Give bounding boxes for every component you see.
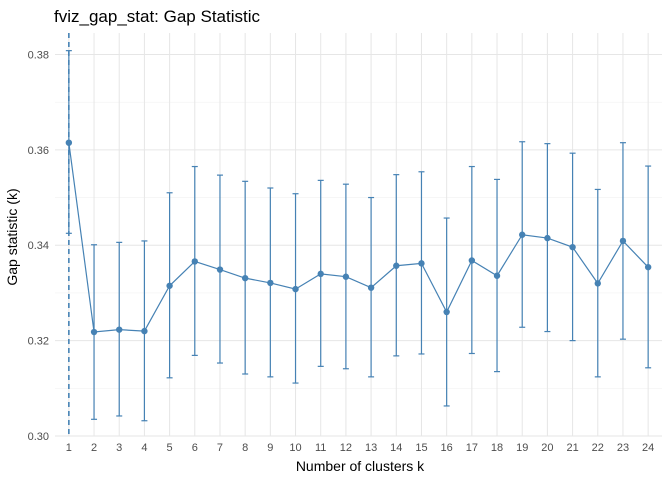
x-tick-label: 18 (491, 442, 503, 454)
data-point (342, 273, 350, 280)
x-tick-label: 22 (592, 442, 604, 454)
data-point (367, 284, 375, 291)
data-points (65, 139, 652, 336)
data-point (468, 257, 476, 264)
data-point (191, 258, 198, 265)
data-point (216, 266, 224, 273)
x-tick-label: 5 (167, 442, 173, 454)
series-line (68, 142, 649, 333)
x-tick-label: 12 (340, 442, 352, 454)
x-tick-label: 15 (415, 442, 427, 454)
data-point (65, 139, 73, 146)
data-point (90, 328, 98, 336)
x-tick-label: 14 (390, 442, 402, 454)
x-tick-label: 16 (441, 442, 453, 454)
x-tick-label: 19 (516, 442, 528, 454)
y-tick-label: 0.32 (28, 336, 49, 348)
data-point (644, 263, 652, 271)
data-point (594, 280, 601, 287)
y-axis-title: Gap statistic (k) (4, 188, 20, 285)
chart-title: fviz_gap_stat: Gap Statistic (54, 7, 260, 26)
y-tick-label: 0.38 (28, 49, 49, 61)
y-tick-label: 0.30 (28, 431, 49, 443)
data-point (569, 243, 576, 251)
data-point (292, 285, 299, 293)
x-tick-label: 8 (242, 442, 248, 454)
x-tick-label: 9 (267, 442, 273, 454)
data-point (317, 270, 324, 278)
x-tick-label: 20 (541, 442, 553, 454)
y-tick-label: 0.34 (28, 240, 49, 252)
x-axis-ticks: 1 2 3 4 5 6 7 8 9 10 11 12 13 14 15 16 17 18 19 20 21 22 23 24 (66, 442, 654, 454)
data-point (619, 237, 627, 245)
data-point (116, 326, 123, 333)
x-tick-label: 13 (365, 442, 377, 454)
y-axis-ticks: 0.30 0.32 0.34 0.36 0.38 (28, 49, 49, 443)
data-point (393, 262, 400, 269)
data-point (241, 274, 249, 282)
x-tick-label: 10 (289, 442, 301, 454)
data-point (141, 327, 148, 335)
x-tick-label: 7 (217, 442, 223, 454)
x-axis-title: Number of clusters k (296, 458, 425, 474)
data-point (544, 234, 551, 242)
x-tick-label: 17 (466, 442, 478, 454)
data-point (418, 260, 425, 267)
x-tick-label: 1 (66, 442, 72, 454)
x-tick-label: 6 (192, 442, 198, 454)
gap-line (68, 142, 649, 333)
data-point (166, 282, 173, 289)
y-tick-label: 0.36 (28, 145, 49, 157)
grid-lines (55, 33, 662, 437)
data-point (443, 308, 450, 316)
x-tick-label: 3 (116, 442, 122, 454)
x-tick-label: 11 (315, 442, 326, 454)
x-tick-label: 2 (91, 442, 97, 454)
x-tick-label: 23 (617, 442, 629, 454)
data-point (519, 231, 526, 238)
error-bars (65, 50, 652, 422)
data-point (493, 272, 501, 279)
x-tick-label: 4 (141, 442, 147, 454)
x-tick-label: 21 (566, 442, 578, 454)
data-point (267, 279, 274, 287)
x-tick-label: 24 (642, 442, 654, 454)
